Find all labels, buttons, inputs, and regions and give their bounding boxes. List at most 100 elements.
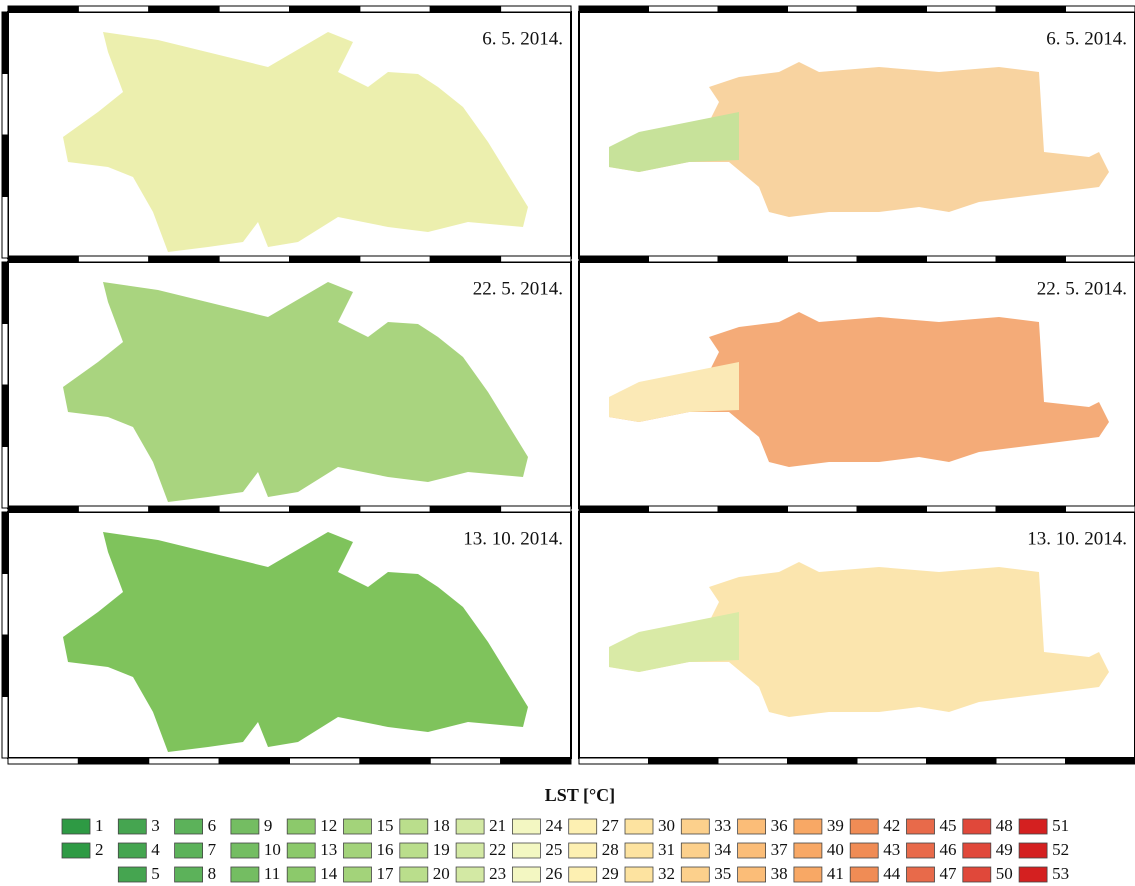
- border-segment: [579, 758, 649, 764]
- legend-label: 33: [714, 816, 731, 835]
- border-segment: [718, 506, 788, 512]
- legend-label: 35: [714, 864, 731, 883]
- border-segment: [360, 6, 430, 12]
- border-segment: [149, 256, 219, 262]
- border-segment: [927, 6, 997, 12]
- legend-swatch: [681, 867, 709, 882]
- border-segment: [857, 506, 927, 512]
- legend-swatch: [794, 819, 822, 834]
- legend-swatch: [400, 867, 428, 882]
- legend-swatch: [963, 843, 991, 858]
- border-segment: [718, 256, 788, 262]
- legend-swatch: [118, 843, 146, 858]
- legend-label: 37: [771, 840, 789, 859]
- border-segment: [1066, 6, 1135, 12]
- border-segment: [2, 262, 8, 324]
- legend-label: 43: [883, 840, 900, 859]
- legend-swatch: [175, 843, 203, 858]
- legend-label: 11: [264, 864, 280, 883]
- border-segment: [290, 506, 360, 512]
- legend-label: 45: [940, 816, 957, 835]
- legend-label: 2: [95, 840, 104, 859]
- legend-label: 9: [264, 816, 273, 835]
- legend-swatch: [738, 867, 766, 882]
- legend-swatch: [175, 867, 203, 882]
- legend-label: 40: [827, 840, 844, 859]
- legend-swatch: [794, 867, 822, 882]
- border-segment: [430, 506, 500, 512]
- legend-label: 20: [433, 864, 450, 883]
- border-segment: [649, 506, 719, 512]
- legend-swatch: [118, 867, 146, 882]
- legend-swatch: [850, 867, 878, 882]
- border-segment: [649, 6, 719, 12]
- legend-swatch: [625, 843, 653, 858]
- border-segment: [996, 506, 1066, 512]
- legend-label: 7: [208, 840, 217, 859]
- border-segment: [1066, 256, 1135, 262]
- border-segment: [996, 758, 1066, 764]
- border-segment: [290, 6, 360, 12]
- border-segment: [996, 256, 1066, 262]
- border-segment: [2, 324, 8, 386]
- border-segment: [2, 447, 8, 509]
- border-segment: [149, 506, 219, 512]
- legend-swatch: [287, 819, 315, 834]
- legend-swatch: [231, 867, 259, 882]
- legend-label: 10: [264, 840, 281, 859]
- border-segment: [2, 74, 8, 136]
- legend-label: 34: [714, 840, 732, 859]
- legend-label: 4: [151, 840, 160, 859]
- map-date: 6. 5. 2014.: [1046, 28, 1127, 49]
- border-segment: [2, 135, 8, 197]
- border-segment: [788, 758, 858, 764]
- border-segment: [219, 506, 289, 512]
- legend-label: 41: [827, 864, 844, 883]
- legend-swatch: [625, 819, 653, 834]
- legend-label: 13: [320, 840, 337, 859]
- legend-swatch: [175, 819, 203, 834]
- border-segment: [430, 758, 500, 764]
- border-segment: [788, 506, 858, 512]
- border-segment: [788, 256, 858, 262]
- legend-swatch: [1019, 843, 1047, 858]
- legend-swatch: [118, 819, 146, 834]
- legend-label: 12: [320, 816, 337, 835]
- border-segment: [360, 506, 430, 512]
- border-segment: [360, 758, 430, 764]
- legend-label: 6: [208, 816, 217, 835]
- border-segment: [2, 385, 8, 447]
- legend-swatch: [850, 819, 878, 834]
- legend-label: 44: [883, 864, 901, 883]
- legend-label: 27: [602, 816, 620, 835]
- legend-label: 53: [1052, 864, 1069, 883]
- legend-swatch: [344, 843, 372, 858]
- legend-label: 51: [1052, 816, 1069, 835]
- map-date: 13. 10. 2014.: [463, 528, 563, 549]
- legend-swatch: [963, 819, 991, 834]
- border-segment: [857, 6, 927, 12]
- map-date: 13. 10. 2014.: [1027, 528, 1127, 549]
- border-segment: [2, 12, 8, 74]
- legend-label: 47: [940, 864, 958, 883]
- figure: LST [°C] 6. 5. 2014.6. 5. 2014.22. 5. 20…: [0, 0, 1135, 886]
- legend-swatch: [681, 843, 709, 858]
- border-segment: [718, 6, 788, 12]
- border-segment: [149, 758, 219, 764]
- border-segment: [1066, 758, 1135, 764]
- legend-swatch: [625, 867, 653, 882]
- legend-label: 36: [771, 816, 788, 835]
- legend-swatch: [62, 843, 90, 858]
- border-segment: [2, 512, 8, 574]
- legend-label: 48: [996, 816, 1013, 835]
- border-segment: [927, 256, 997, 262]
- legend-swatch: [512, 867, 540, 882]
- border-segment: [2, 197, 8, 259]
- border-segment: [8, 506, 78, 512]
- map-date: 6. 5. 2014.: [482, 28, 563, 49]
- legend-label: 24: [545, 816, 563, 835]
- border-segment: [649, 758, 719, 764]
- border-segment: [2, 697, 8, 759]
- legend-label: 28: [602, 840, 619, 859]
- border-segment: [927, 758, 997, 764]
